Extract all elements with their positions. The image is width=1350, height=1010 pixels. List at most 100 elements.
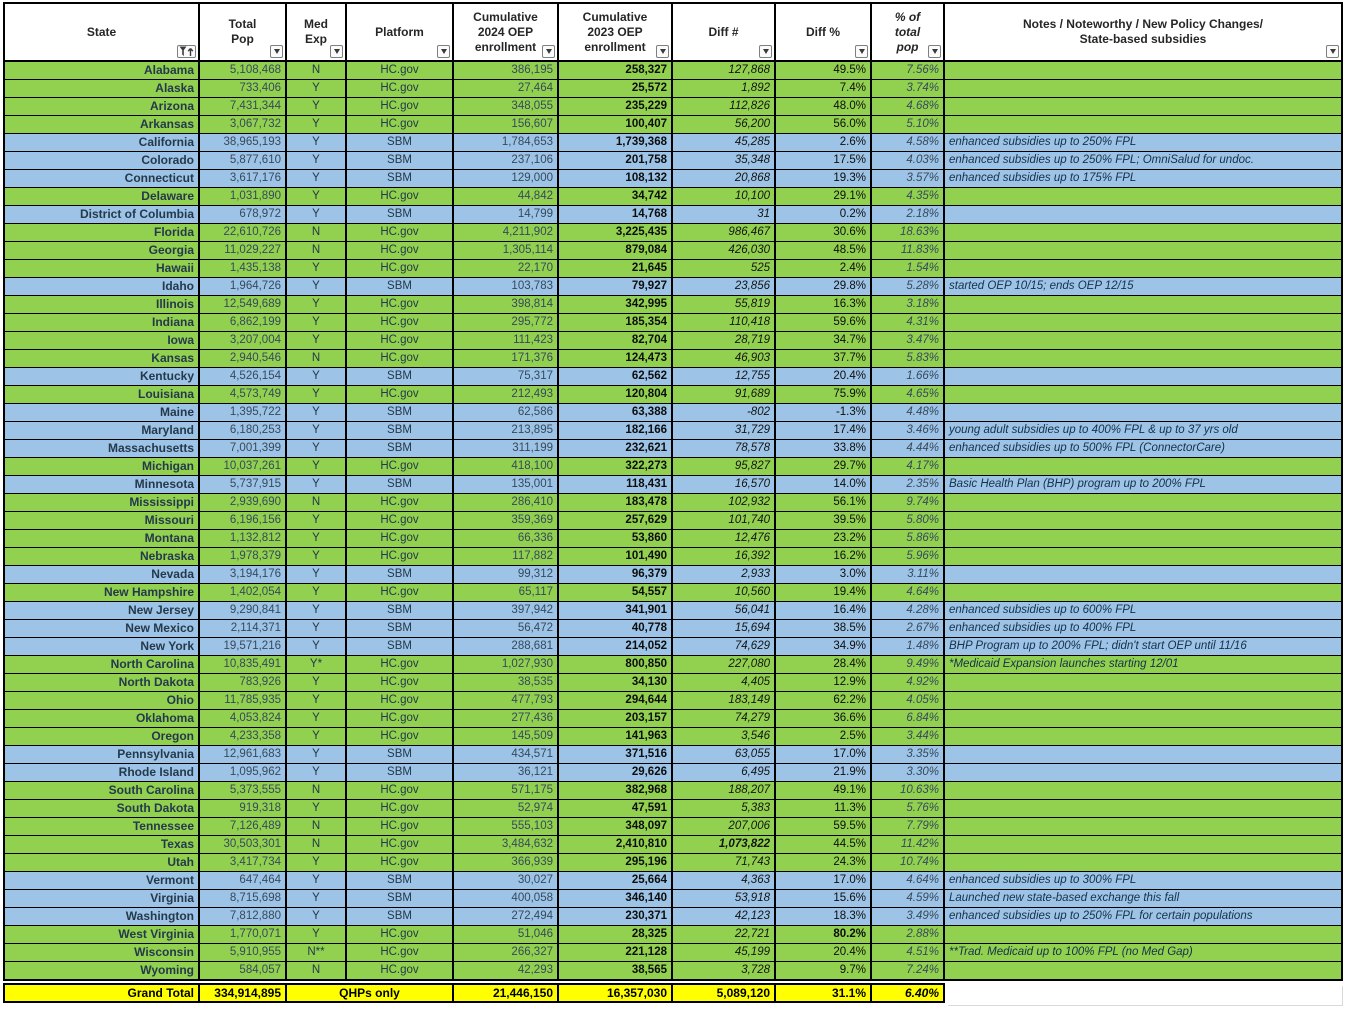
filter-dropdown-icon[interactable]	[437, 45, 450, 58]
cell-state[interactable]: Maryland	[3, 421, 200, 440]
cell-enroll-2023[interactable]: 879,084	[557, 241, 673, 260]
cell-total-pop[interactable]: 1,978,379	[198, 547, 287, 566]
cell-enroll-2024[interactable]: 22,170	[452, 259, 559, 278]
cell-platform[interactable]: HC.gov	[345, 61, 454, 80]
cell-enroll-2023[interactable]: 235,229	[557, 97, 673, 116]
cell-total-pop[interactable]: 1,402,054	[198, 583, 287, 602]
cell-med-exp[interactable]: Y	[285, 169, 347, 188]
cell-pct-total-pop[interactable]: 7.56%	[870, 61, 945, 80]
filter-dropdown-icon[interactable]	[1326, 45, 1339, 58]
header-platform[interactable]: Platform	[345, 2, 454, 62]
cell-enroll-2024[interactable]: 129,000	[452, 169, 559, 188]
cell-diff-pct[interactable]: 28.4%	[774, 655, 872, 674]
cell-state[interactable]: Florida	[3, 223, 200, 242]
cell-total-pop[interactable]: 783,926	[198, 673, 287, 692]
cell-total-pop[interactable]: 3,194,176	[198, 565, 287, 584]
cell-diff-pct[interactable]: 49.5%	[774, 61, 872, 80]
cell-diff-num[interactable]: 16,570	[671, 475, 776, 494]
cell-pct-total-pop[interactable]: 2.67%	[870, 619, 945, 638]
cell-notes[interactable]	[943, 403, 1343, 422]
cell-diff-pct[interactable]: 2.6%	[774, 133, 872, 152]
cell-enroll-2024[interactable]: 103,783	[452, 277, 559, 296]
cell-total-pop[interactable]: 11,029,227	[198, 241, 287, 260]
cell-diff-num[interactable]: 112,826	[671, 97, 776, 116]
cell-pct-total-pop[interactable]: 11.42%	[870, 835, 945, 854]
cell-enroll-2024[interactable]: 36,121	[452, 763, 559, 782]
cell-diff-pct[interactable]: 59.5%	[774, 817, 872, 836]
cell-med-exp[interactable]: Y	[285, 385, 347, 404]
cell-diff-pct[interactable]: 19.3%	[774, 169, 872, 188]
cell-enroll-2024[interactable]: 1,784,653	[452, 133, 559, 152]
cell-notes[interactable]	[943, 115, 1343, 134]
cell-enroll-2024[interactable]: 135,001	[452, 475, 559, 494]
cell-diff-pct[interactable]: 56.1%	[774, 493, 872, 512]
cell-total-pop[interactable]: 1,031,890	[198, 187, 287, 206]
cell-notes[interactable]: enhanced subsidies up to 300% FPL	[943, 871, 1343, 890]
cell-state[interactable]: Utah	[3, 853, 200, 872]
cell-diff-num[interactable]: 6,495	[671, 763, 776, 782]
cell-state[interactable]: Georgia	[3, 241, 200, 260]
cell-med-exp[interactable]: Y	[285, 871, 347, 890]
cell-notes[interactable]: enhanced subsidies up to 175% FPL	[943, 169, 1343, 188]
cell-pct-total-pop[interactable]: 4.68%	[870, 97, 945, 116]
cell-state[interactable]: Alaska	[3, 79, 200, 98]
cell-notes[interactable]	[943, 745, 1343, 764]
cell-med-exp[interactable]: Y	[285, 907, 347, 926]
cell-med-exp[interactable]: Y	[285, 115, 347, 134]
cell-med-exp[interactable]: Y	[285, 421, 347, 440]
cell-med-exp[interactable]: Y	[285, 799, 347, 818]
cell-platform[interactable]: HC.gov	[345, 547, 454, 566]
cell-notes[interactable]	[943, 313, 1343, 332]
cell-med-exp[interactable]: Y	[285, 637, 347, 656]
cell-enroll-2023[interactable]: 214,052	[557, 637, 673, 656]
cell-enroll-2024[interactable]: 477,793	[452, 691, 559, 710]
cell-pct-total-pop[interactable]: 2.18%	[870, 205, 945, 224]
cell-pct-total-pop[interactable]: 1.54%	[870, 259, 945, 278]
header-med-exp[interactable]: Med Exp	[285, 2, 347, 62]
cell-notes[interactable]	[943, 547, 1343, 566]
grand-total-pop[interactable]: 334,914,895	[198, 983, 287, 1003]
cell-diff-pct[interactable]: -1.3%	[774, 403, 872, 422]
cell-enroll-2023[interactable]: 2,410,810	[557, 835, 673, 854]
cell-pct-total-pop[interactable]: 3.35%	[870, 745, 945, 764]
cell-total-pop[interactable]: 19,571,216	[198, 637, 287, 656]
cell-diff-pct[interactable]: 80.2%	[774, 925, 872, 944]
cell-pct-total-pop[interactable]: 3.74%	[870, 79, 945, 98]
cell-platform[interactable]: SBM	[345, 907, 454, 926]
cell-med-exp[interactable]: Y	[285, 583, 347, 602]
cell-notes[interactable]	[943, 241, 1343, 260]
cell-total-pop[interactable]: 1,395,722	[198, 403, 287, 422]
grand-total-2024-enrollment[interactable]: 21,446,150	[452, 983, 559, 1003]
cell-total-pop[interactable]: 3,207,004	[198, 331, 287, 350]
cell-platform[interactable]: HC.gov	[345, 817, 454, 836]
cell-pct-total-pop[interactable]: 7.79%	[870, 817, 945, 836]
cell-platform[interactable]: HC.gov	[345, 457, 454, 476]
cell-notes[interactable]	[943, 961, 1343, 981]
cell-med-exp[interactable]: Y	[285, 295, 347, 314]
cell-enroll-2023[interactable]: 118,431	[557, 475, 673, 494]
cell-diff-num[interactable]: 45,285	[671, 133, 776, 152]
cell-enroll-2023[interactable]: 257,629	[557, 511, 673, 530]
cell-diff-num[interactable]: 35,348	[671, 151, 776, 170]
cell-notes[interactable]: BHP Program up to 200% FPL; didn't start…	[943, 637, 1343, 656]
cell-enroll-2024[interactable]: 44,842	[452, 187, 559, 206]
cell-diff-pct[interactable]: 75.9%	[774, 385, 872, 404]
cell-diff-pct[interactable]: 29.7%	[774, 457, 872, 476]
cell-med-exp[interactable]: Y	[285, 151, 347, 170]
cell-enroll-2023[interactable]: 47,591	[557, 799, 673, 818]
cell-notes[interactable]: **Trad. Medicaid up to 100% FPL (no Med …	[943, 943, 1343, 962]
cell-notes[interactable]	[943, 187, 1343, 206]
cell-diff-num[interactable]: 10,100	[671, 187, 776, 206]
cell-diff-pct[interactable]: 24.3%	[774, 853, 872, 872]
cell-diff-num[interactable]: 56,200	[671, 115, 776, 134]
cell-total-pop[interactable]: 5,373,555	[198, 781, 287, 800]
cell-platform[interactable]: SBM	[345, 205, 454, 224]
cell-med-exp[interactable]: Y	[285, 853, 347, 872]
cell-diff-num[interactable]: 1,073,822	[671, 835, 776, 854]
cell-enroll-2024[interactable]: 272,494	[452, 907, 559, 926]
cell-diff-pct[interactable]: 11.3%	[774, 799, 872, 818]
cell-platform[interactable]: SBM	[345, 763, 454, 782]
cell-diff-num[interactable]: 188,207	[671, 781, 776, 800]
cell-med-exp[interactable]: Y	[285, 187, 347, 206]
cell-enroll-2024[interactable]: 237,106	[452, 151, 559, 170]
